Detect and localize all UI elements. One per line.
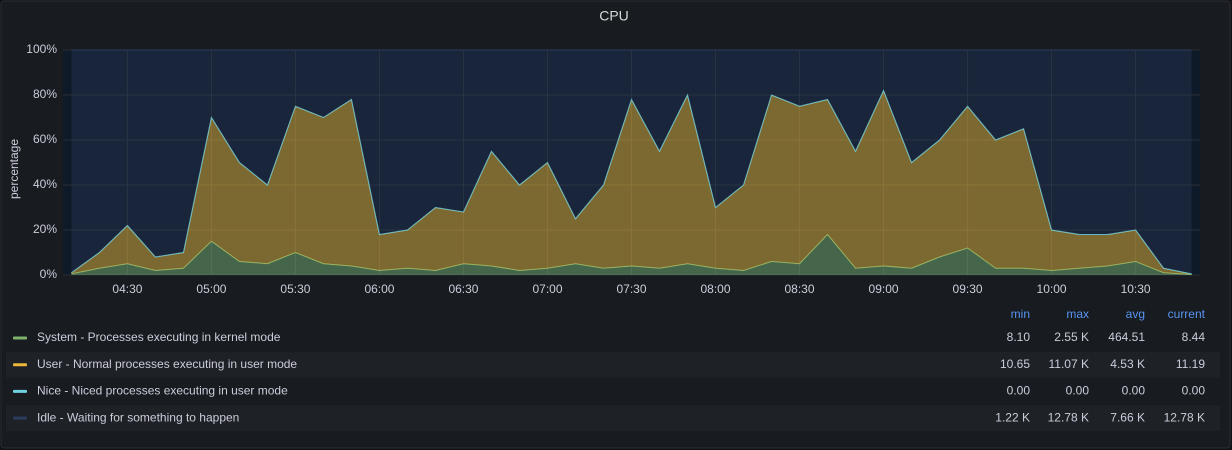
x-tick-label: 08:00 — [700, 282, 730, 296]
legend-header: min — [1011, 307, 1030, 321]
x-tick-label: 06:00 — [364, 282, 394, 296]
legend-stat: 10.65 — [1000, 357, 1030, 371]
y-tick-label: 100% — [26, 42, 57, 56]
legend-stat: 12.78 K — [1048, 410, 1089, 424]
legend-stat: 1.22 K — [995, 410, 1030, 424]
x-tick-label: 05:00 — [196, 282, 226, 296]
legend-label[interactable]: Nice - Niced processes executing in user… — [37, 384, 288, 398]
legend-stat: 11.07 K — [1049, 357, 1089, 371]
x-tick-label: 09:00 — [869, 282, 899, 296]
x-tick-label: 07:00 — [532, 282, 562, 296]
legend-header: avg — [1126, 307, 1145, 321]
legend-stat: 4.53 K — [1110, 357, 1145, 371]
area — [71, 50, 1192, 274]
y-tick-label: 20% — [33, 222, 57, 236]
legend-label[interactable]: Idle - Waiting for something to happen — [37, 410, 239, 424]
chart-title: CPU — [599, 8, 629, 24]
x-tick-label: 10:30 — [1121, 282, 1151, 296]
legend-stat: 0.00 — [1066, 384, 1090, 398]
legend-stat: 7.66 K — [1110, 410, 1145, 424]
legend-stat: 8.10 — [1007, 330, 1031, 344]
x-tick-label: 08:30 — [785, 282, 815, 296]
area — [71, 234, 1192, 275]
legend-stat: 0.00 — [1182, 384, 1206, 398]
x-tick-label: 05:30 — [280, 282, 310, 296]
legend-swatch — [13, 389, 27, 393]
x-tick-label: 04:30 — [112, 282, 142, 296]
legend-header: current — [1168, 307, 1206, 321]
legend-stat: 0.00 — [1122, 384, 1146, 398]
legend-row-bg — [6, 351, 1220, 378]
x-tick-label: 09:30 — [953, 282, 983, 296]
legend-label[interactable]: System - Processes executing in kernel m… — [37, 330, 281, 344]
legend-swatch — [13, 336, 27, 340]
legend-stat: 8.44 — [1182, 330, 1206, 344]
x-tick-label: 10:00 — [1037, 282, 1067, 296]
legend-label[interactable]: User - Normal processes executing in use… — [37, 357, 297, 371]
x-tick-label: 06:30 — [448, 282, 478, 296]
y-tick-label: 80% — [33, 87, 57, 101]
legend-stat: 11.19 — [1176, 357, 1205, 371]
legend-swatch — [13, 416, 27, 420]
y-tick-label: 0% — [40, 267, 58, 281]
y-tick-label: 60% — [33, 132, 57, 146]
legend-stat: 12.78 K — [1164, 410, 1205, 424]
legend-stat: 464.51 — [1108, 330, 1145, 344]
line — [71, 89, 1192, 275]
y-tick-label: 40% — [33, 177, 57, 191]
legend-header: max — [1066, 307, 1089, 321]
y-axis-label: percentage — [7, 139, 21, 199]
legend-stat: 2.55 K — [1054, 330, 1089, 344]
x-tick-label: 07:30 — [616, 282, 646, 296]
legend-row-bg — [6, 405, 1220, 432]
area — [71, 90, 1192, 275]
legend-swatch — [13, 363, 27, 367]
legend-stat: 0.00 — [1007, 384, 1031, 398]
